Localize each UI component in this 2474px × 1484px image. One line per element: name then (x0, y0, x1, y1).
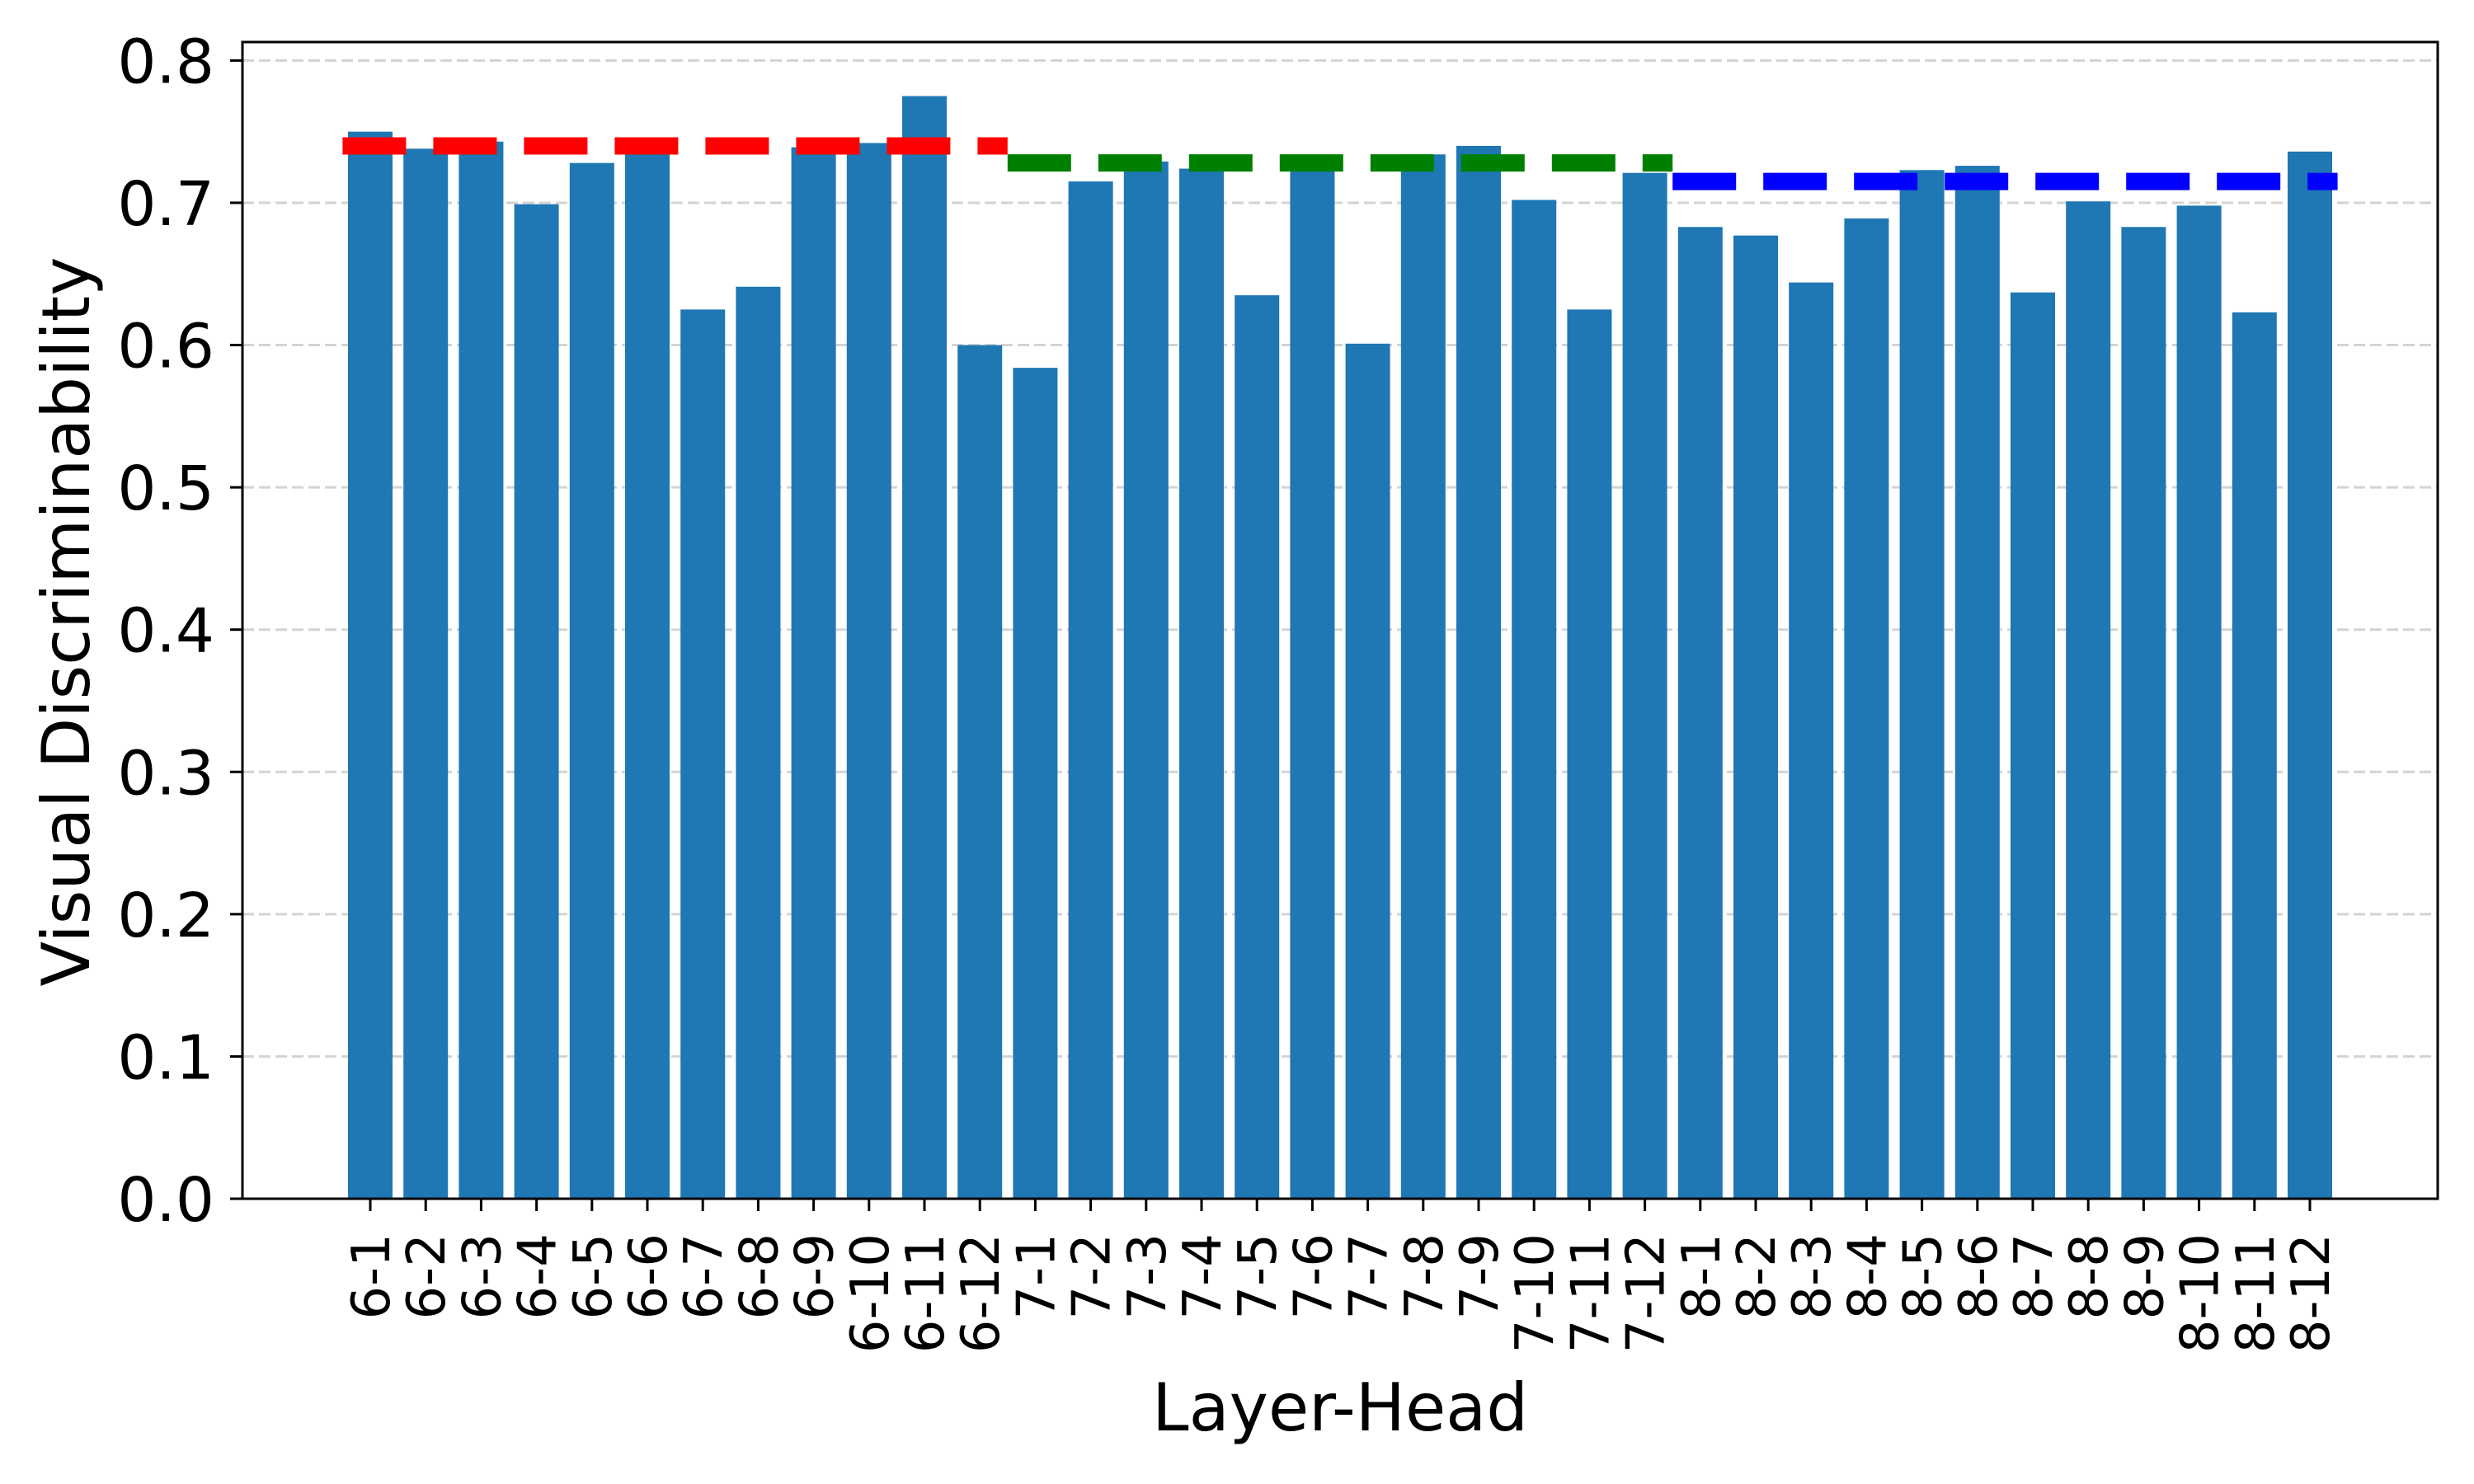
y-tick-label: 0.8 (117, 26, 214, 97)
bar-8-1 (1677, 227, 1723, 1199)
x-tick-label: 6-3 (452, 1233, 513, 1320)
bar-7-11 (1567, 309, 1612, 1199)
x-tick-label: 8-1 (1672, 1233, 1733, 1320)
bar-7-7 (1345, 343, 1390, 1200)
x-tick-label: 6-6 (618, 1233, 680, 1320)
bar-7-8 (1400, 154, 1446, 1199)
x-tick-label: 8-12 (2281, 1233, 2342, 1353)
x-tick-label: 7-8 (1395, 1233, 1456, 1320)
x-tick-label: 6-8 (729, 1233, 790, 1320)
layer-mean-lines (342, 137, 2338, 190)
bar-7-3 (1123, 161, 1169, 1200)
x-tick-label: 7-10 (1505, 1233, 1566, 1353)
x-tick-label: 7-2 (1062, 1233, 1123, 1320)
x-tick-label: 8-11 (2226, 1233, 2287, 1353)
bar-6-4 (514, 204, 559, 1200)
bar-8-12 (2288, 151, 2332, 1199)
y-axis-ticks: 0.0 0.1 0.2 0.3 0.4 0.5 0.6 0.7 0.8 (117, 26, 242, 1236)
bar-8-11 (2232, 312, 2277, 1199)
x-tick-label: 6-4 (508, 1233, 569, 1320)
bar-6-2 (403, 148, 449, 1200)
bar-7-10 (1512, 200, 1557, 1200)
x-tick-label: 6-9 (785, 1233, 846, 1320)
x-tick-label: 7-7 (1339, 1233, 1400, 1320)
bar-7-4 (1179, 168, 1224, 1199)
bar-series (348, 96, 2332, 1200)
bar-6-9 (791, 147, 836, 1199)
x-tick-label: 8-9 (2114, 1233, 2175, 1320)
x-tick-label: 7-6 (1283, 1233, 1344, 1320)
x-tick-label: 6-12 (951, 1233, 1012, 1353)
bar-7-2 (1068, 181, 1113, 1199)
bar-6-5 (569, 162, 614, 1199)
x-tick-label: 6-2 (397, 1233, 458, 1320)
bar-7-12 (1622, 172, 1667, 1199)
y-tick-label: 0.7 (117, 169, 214, 240)
x-axis-title: Layer-Head (1152, 1369, 1528, 1446)
bar-8-9 (2121, 227, 2166, 1199)
x-tick-label: 7-3 (1117, 1233, 1178, 1320)
y-tick-label: 0.5 (117, 453, 214, 524)
x-tick-label: 8-2 (1727, 1233, 1788, 1320)
bar-8-8 (2066, 201, 2111, 1199)
y-tick-label: 0.0 (117, 1165, 214, 1236)
x-tick-label: 6-10 (840, 1233, 901, 1353)
y-tick-label: 0.4 (117, 596, 214, 667)
bar-8-7 (2011, 292, 2055, 1199)
y-tick-label: 0.1 (117, 1022, 214, 1093)
x-axis-ticks: 6-16-26-36-46-56-66-76-86-96-106-116-127… (341, 1199, 2342, 1353)
x-tick-label: 6-11 (896, 1233, 957, 1353)
bar-8-3 (1789, 282, 1834, 1200)
x-tick-label: 7-9 (1450, 1233, 1511, 1320)
x-tick-label: 6-7 (674, 1233, 735, 1320)
x-tick-label: 7-5 (1228, 1233, 1289, 1320)
y-axis-title: Visual Discriminability (28, 257, 105, 987)
bar-6-6 (625, 145, 670, 1199)
x-tick-label: 8-5 (1893, 1233, 1954, 1320)
x-tick-label: 6-5 (563, 1233, 624, 1320)
bar-7-9 (1456, 145, 1501, 1199)
bar-6-8 (736, 286, 781, 1200)
bar-6-12 (957, 345, 1003, 1199)
x-tick-label: 7-1 (1006, 1233, 1067, 1320)
x-tick-label: 8-6 (1949, 1233, 2010, 1320)
x-tick-label: 7-11 (1560, 1233, 1621, 1353)
bar-8-4 (1844, 218, 1889, 1199)
bar-6-11 (902, 96, 947, 1200)
y-tick-label: 0.3 (117, 738, 214, 809)
y-tick-label: 0.6 (117, 312, 214, 383)
bar-7-6 (1290, 162, 1335, 1199)
bar-7-1 (1013, 368, 1058, 1199)
y-tick-label: 0.2 (117, 881, 214, 951)
bar-6-7 (680, 309, 726, 1199)
bar-6-1 (348, 131, 393, 1199)
x-tick-label: 7-4 (1173, 1233, 1234, 1320)
bar-6-10 (846, 143, 891, 1199)
x-tick-label: 8-8 (2059, 1233, 2120, 1320)
x-tick-label: 6-1 (341, 1233, 402, 1320)
bar-8-10 (2176, 205, 2222, 1199)
x-tick-label: 8-4 (1837, 1233, 1898, 1320)
x-tick-label: 7-12 (1616, 1233, 1677, 1353)
x-tick-label: 8-7 (2004, 1233, 2065, 1320)
bar-7-5 (1235, 295, 1280, 1200)
bar-8-5 (1899, 170, 1945, 1200)
x-tick-label: 8-10 (2171, 1233, 2232, 1353)
bar-8-2 (1733, 235, 1778, 1199)
plot-frame (241, 40, 2439, 1200)
bar-6-3 (459, 141, 504, 1200)
x-tick-label: 8-3 (1782, 1233, 1843, 1320)
bar-8-6 (1954, 166, 2000, 1200)
